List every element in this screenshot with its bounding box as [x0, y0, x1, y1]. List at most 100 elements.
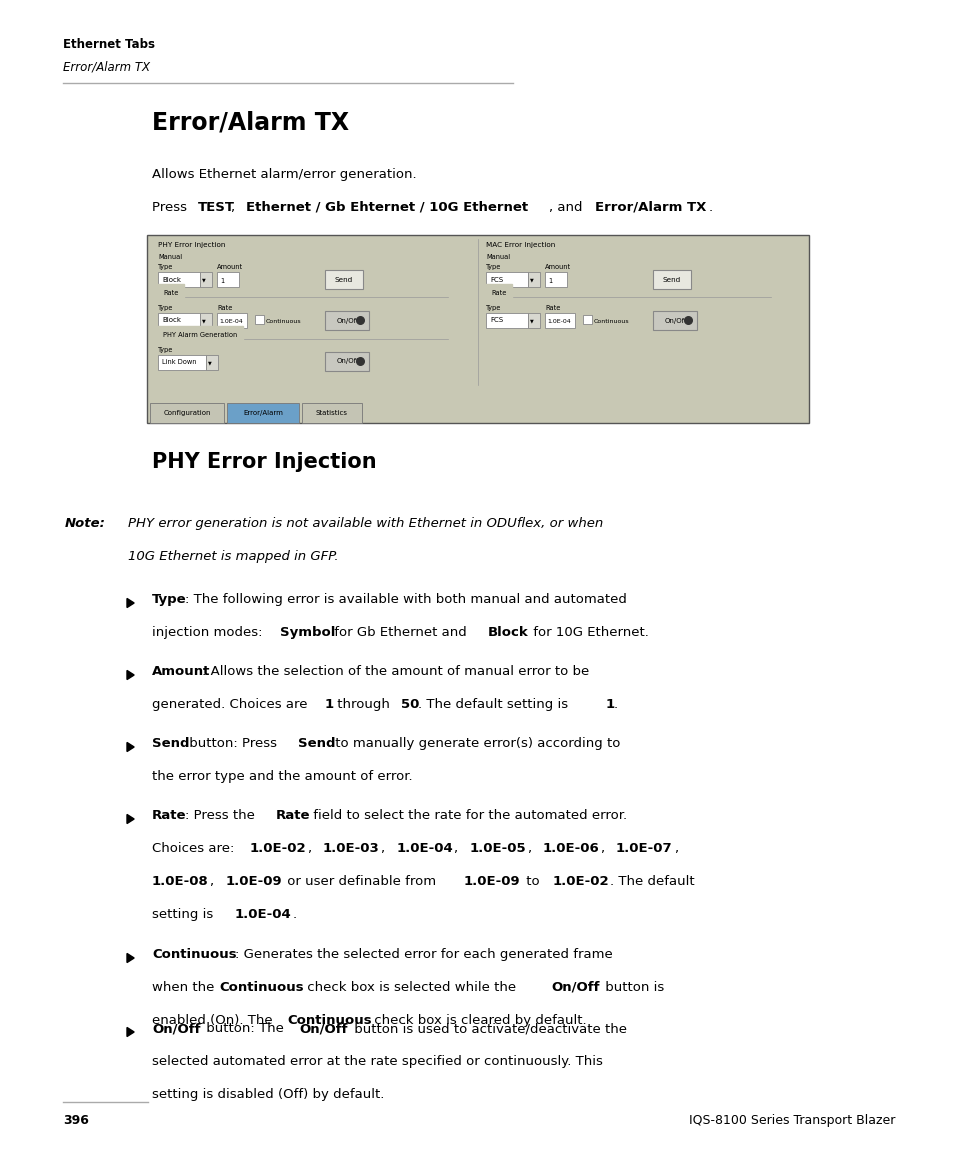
Text: Rate: Rate [544, 305, 559, 311]
Text: 1: 1 [605, 698, 614, 710]
Text: Rate: Rate [275, 809, 310, 822]
Text: setting is disabled (Off) by default.: setting is disabled (Off) by default. [152, 1088, 384, 1101]
Text: through: through [333, 698, 394, 710]
Text: for 10G Ethernet.: for 10G Ethernet. [529, 626, 648, 639]
FancyBboxPatch shape [216, 272, 239, 287]
Text: ,: , [527, 841, 536, 855]
FancyBboxPatch shape [527, 313, 539, 328]
Text: Type: Type [158, 264, 173, 270]
Text: IQS-8100 Series Transport Blazer: IQS-8100 Series Transport Blazer [688, 1114, 894, 1127]
Text: Rate: Rate [216, 305, 233, 311]
FancyBboxPatch shape [544, 272, 566, 287]
Text: Amount: Amount [544, 264, 571, 270]
Text: 1.0E-04: 1.0E-04 [546, 319, 570, 325]
Text: ,: , [600, 841, 609, 855]
Text: 1.0E-06: 1.0E-06 [542, 841, 598, 855]
FancyBboxPatch shape [325, 352, 369, 371]
Text: Symbol: Symbol [279, 626, 335, 639]
Text: Send: Send [662, 277, 680, 283]
FancyBboxPatch shape [582, 315, 592, 325]
FancyBboxPatch shape [227, 403, 298, 423]
Text: Error/Alarm TX: Error/Alarm TX [594, 201, 705, 214]
Text: 1.0E-09: 1.0E-09 [225, 875, 281, 888]
Text: 1.0E-04: 1.0E-04 [234, 907, 292, 921]
Text: Continuous: Continuous [219, 981, 304, 994]
Text: : Press the: : Press the [185, 809, 259, 822]
Text: ,: , [454, 841, 462, 855]
FancyBboxPatch shape [216, 313, 247, 328]
Text: : Generates the selected error for each generated frame: : Generates the selected error for each … [234, 948, 612, 961]
Text: On/Off: On/Off [551, 981, 598, 994]
FancyBboxPatch shape [200, 313, 212, 328]
Text: , and: , and [548, 201, 586, 214]
Text: Continuous: Continuous [152, 948, 236, 961]
Text: Choices are:: Choices are: [152, 841, 238, 855]
Text: MAC Error Injection: MAC Error Injection [485, 242, 555, 248]
Text: 1: 1 [547, 278, 552, 284]
Text: On/Off: On/Off [336, 318, 359, 323]
Text: Rate: Rate [491, 290, 506, 296]
Text: 1.0E-08: 1.0E-08 [152, 875, 209, 888]
Text: ,: , [308, 841, 316, 855]
FancyBboxPatch shape [302, 403, 361, 423]
Text: . The default setting is: . The default setting is [417, 698, 572, 710]
Text: On/Off: On/Off [664, 318, 686, 323]
Text: Statistics: Statistics [315, 410, 348, 416]
Text: Error/Alarm: Error/Alarm [243, 410, 283, 416]
Text: ▼: ▼ [208, 360, 212, 365]
FancyBboxPatch shape [200, 272, 212, 287]
Text: ▼: ▼ [202, 318, 206, 323]
Text: ▼: ▼ [530, 318, 534, 323]
FancyBboxPatch shape [150, 403, 224, 423]
Text: ▼: ▼ [530, 277, 534, 282]
FancyBboxPatch shape [485, 272, 527, 287]
Text: Type: Type [485, 264, 501, 270]
Text: Continuous: Continuous [287, 1014, 372, 1027]
Text: Block: Block [162, 277, 181, 283]
Text: for Gb Ethernet and: for Gb Ethernet and [330, 626, 470, 639]
Polygon shape [127, 954, 134, 963]
Polygon shape [127, 1027, 134, 1036]
Text: 1.0E-04: 1.0E-04 [219, 319, 242, 325]
Text: 1: 1 [220, 278, 224, 284]
Text: . The default: . The default [610, 875, 695, 888]
Text: : The following error is available with both manual and automated: : The following error is available with … [185, 593, 626, 606]
Text: button is: button is [600, 981, 663, 994]
Text: Block: Block [162, 318, 181, 323]
FancyBboxPatch shape [158, 355, 206, 370]
Text: 1.0E-04: 1.0E-04 [395, 841, 453, 855]
Text: .: . [614, 698, 618, 710]
Text: ,: , [674, 841, 678, 855]
Text: to: to [521, 875, 543, 888]
Text: button: The: button: The [202, 1022, 288, 1035]
Text: Manual: Manual [485, 254, 510, 260]
Text: : Allows the selection of the amount of manual error to be: : Allows the selection of the amount of … [202, 665, 589, 678]
Text: ,: , [210, 875, 218, 888]
Text: 50: 50 [400, 698, 419, 710]
Text: Rate: Rate [152, 809, 186, 822]
Text: Manual: Manual [158, 254, 182, 260]
Text: ,: , [381, 841, 389, 855]
Text: ▼: ▼ [202, 277, 206, 282]
FancyBboxPatch shape [158, 313, 200, 328]
FancyBboxPatch shape [325, 311, 369, 330]
Text: 10G Ethernet is mapped in GFP.: 10G Ethernet is mapped in GFP. [128, 551, 338, 563]
Text: Ethernet / Gb Ehternet / 10G Ethernet: Ethernet / Gb Ehternet / 10G Ethernet [246, 201, 528, 214]
Text: selected automated error at the rate specified or continuously. This: selected automated error at the rate spe… [152, 1055, 602, 1067]
Text: Rate: Rate [163, 290, 178, 296]
Text: 1.0E-07: 1.0E-07 [616, 841, 672, 855]
Text: FCS: FCS [490, 318, 502, 323]
Text: PHY Error Injection: PHY Error Injection [158, 242, 225, 248]
Text: button is used to activate/deactivate the: button is used to activate/deactivate th… [349, 1022, 626, 1035]
Polygon shape [127, 598, 134, 607]
Text: TEST: TEST [197, 201, 234, 214]
Text: On/Off: On/Off [152, 1022, 200, 1035]
FancyBboxPatch shape [158, 272, 200, 287]
Text: Note:: Note: [65, 517, 106, 530]
Text: On/Off: On/Off [336, 358, 359, 364]
Text: Send: Send [152, 737, 190, 750]
Text: check box is cleared by default.: check box is cleared by default. [370, 1014, 586, 1027]
FancyBboxPatch shape [325, 270, 363, 289]
Text: Type: Type [485, 305, 501, 311]
Text: injection modes:: injection modes: [152, 626, 267, 639]
